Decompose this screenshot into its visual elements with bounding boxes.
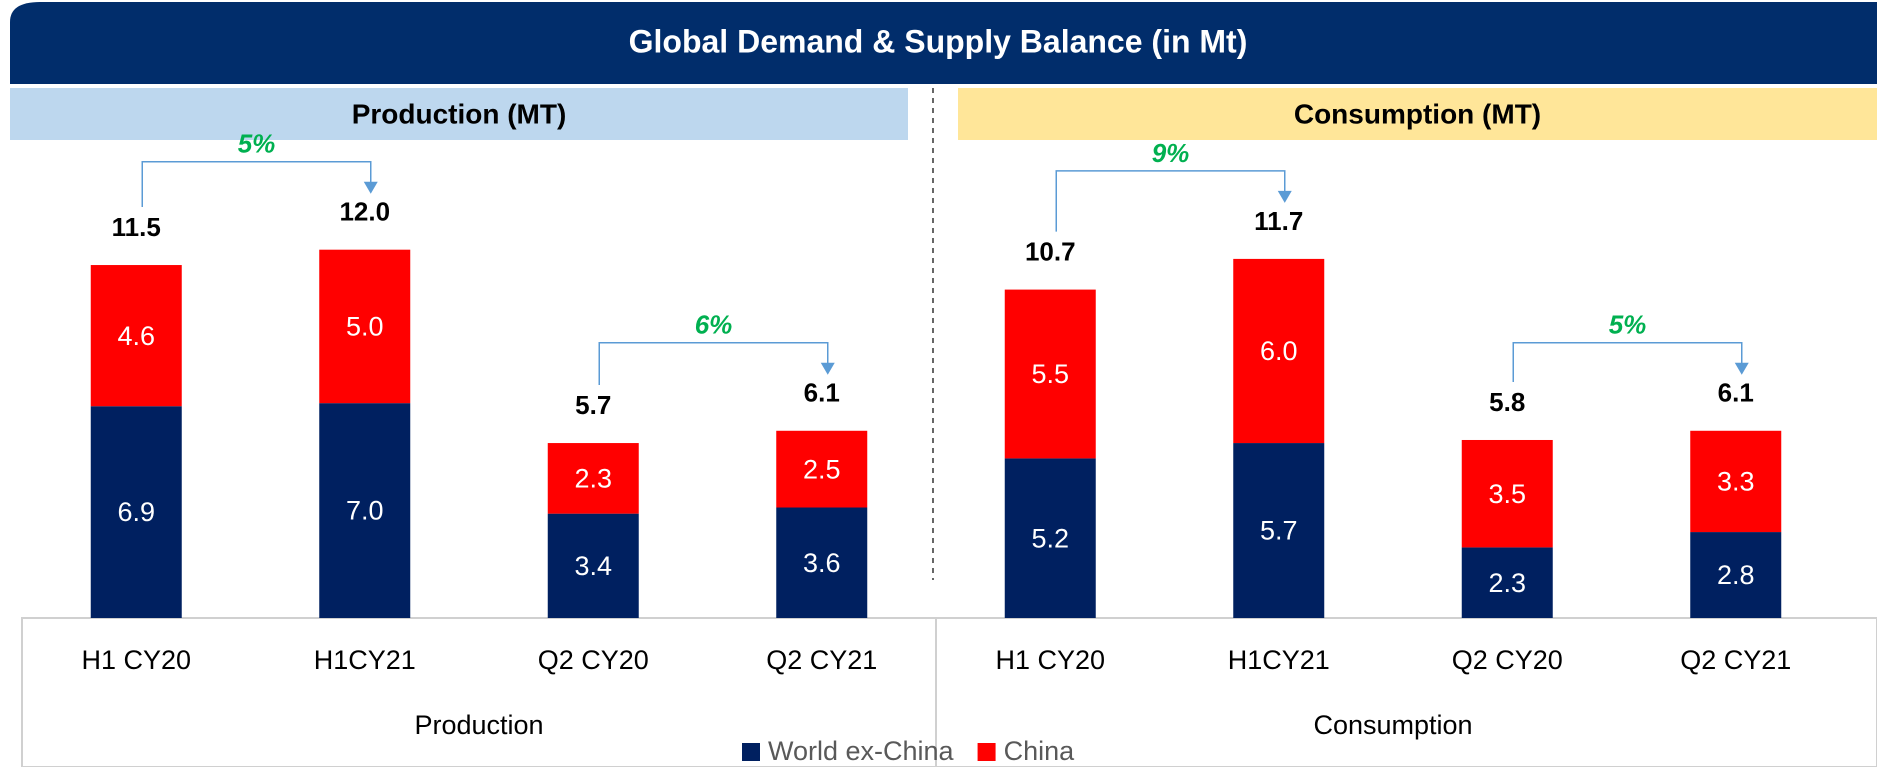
segment-label: 6.9: [117, 497, 155, 527]
bar-segment: [776, 430, 868, 508]
bar-segment: [1461, 547, 1553, 618]
x-tick-label: H1 CY20: [995, 645, 1105, 675]
growth-bracket: [1512, 342, 1743, 382]
axis-box: [21, 617, 1877, 767]
x-tick-label: H1CY21: [1228, 645, 1330, 675]
bar-segment: [547, 513, 639, 618]
x-tick-label: Q2 CY20: [1452, 645, 1563, 675]
x-tick-label: H1CY21: [314, 645, 416, 675]
x-tick-label: Q2 CY21: [766, 645, 877, 675]
segment-label: 5.2: [1031, 523, 1069, 553]
segment-label: 3.6: [803, 548, 841, 578]
segment-label: 2.8: [1717, 560, 1755, 590]
total-label: 5.7: [575, 390, 611, 420]
title-bar: [10, 2, 1877, 84]
panel-header: [958, 88, 1877, 140]
segment-label: 7.0: [346, 496, 384, 526]
segment-label: 2.3: [1488, 568, 1526, 598]
legend-swatch: [742, 743, 760, 761]
segment-label: 6.0: [1260, 336, 1298, 366]
x-tick-label: H1 CY20: [81, 645, 191, 675]
panel-header: [10, 88, 908, 140]
growth-label: 9%: [1152, 138, 1190, 168]
segment-label: 3.5: [1488, 479, 1526, 509]
total-label: 12.0: [339, 197, 390, 227]
x-tick-label: Q2 CY20: [538, 645, 649, 675]
bar-segment: [90, 265, 182, 407]
growth-label: 6%: [695, 310, 733, 340]
total-label: 6.1: [804, 378, 840, 408]
bar-segment: [1690, 532, 1782, 618]
total-label: 6.1: [1718, 378, 1754, 408]
growth-bracket: [141, 160, 372, 208]
bar-segment: [319, 249, 411, 404]
segment-label: 5.5: [1031, 359, 1069, 389]
group-label: Production: [414, 710, 543, 740]
bar-segment: [1004, 289, 1096, 459]
group-label: Consumption: [1313, 710, 1472, 740]
legend-label: China: [1004, 736, 1076, 766]
panel-title: Consumption (MT): [1294, 98, 1541, 129]
x-tick-label: Q2 CY21: [1680, 645, 1791, 675]
growth-label: 5%: [238, 129, 276, 159]
growth-arrow: [1277, 190, 1292, 203]
legend-label: World ex-China: [768, 736, 955, 766]
segment-label: 4.6: [117, 321, 155, 351]
segment-label: 2.5: [803, 454, 841, 484]
total-label: 11.7: [1254, 206, 1303, 236]
segment-label: 5.0: [346, 312, 384, 342]
segment-label: 3.3: [1717, 467, 1755, 497]
growth-bracket: [1055, 170, 1286, 232]
segment-label: 3.4: [574, 551, 612, 581]
growth-arrow: [1734, 362, 1749, 375]
bar-segment: [547, 443, 639, 514]
bar-segment: [319, 403, 411, 618]
bar-segment: [1461, 439, 1553, 548]
segment-label: 2.3: [574, 463, 612, 493]
total-label: 5.8: [1489, 387, 1525, 417]
growth-arrow: [820, 362, 835, 375]
bar-segment: [90, 406, 182, 618]
segment-label: 5.7: [1260, 516, 1298, 546]
growth-label: 5%: [1609, 310, 1647, 340]
total-label: 10.7: [1025, 236, 1076, 266]
total-label: 11.5: [112, 212, 161, 242]
page-title: Global Demand & Supply Balance (in Mt): [629, 23, 1248, 59]
bar-segment: [1233, 258, 1325, 444]
panel-title: Production (MT): [352, 98, 567, 129]
bar-segment: [1233, 443, 1325, 618]
legend-swatch: [977, 743, 996, 761]
bar-segment: [776, 507, 868, 618]
growth-bracket: [598, 342, 829, 386]
bar-segment: [1690, 430, 1782, 533]
bar-segment: [1004, 458, 1096, 618]
growth-arrow: [363, 181, 378, 194]
